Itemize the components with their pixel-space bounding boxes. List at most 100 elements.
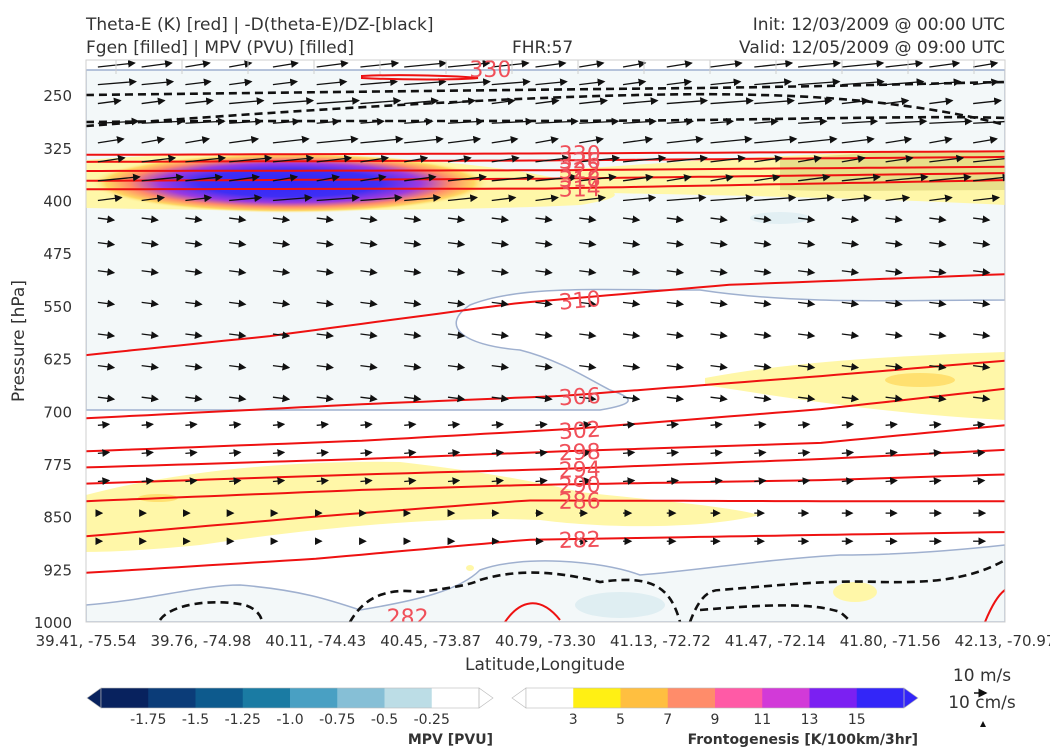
- wind-vector: [797, 362, 816, 371]
- wind-vector: [579, 477, 592, 485]
- wind-vector: [97, 194, 123, 203]
- theta-e-label: 330: [469, 58, 511, 83]
- wind-vector: [447, 78, 491, 86]
- wind-vector: [447, 155, 472, 163]
- wind-vector: [841, 97, 870, 106]
- wind-vector: [710, 174, 734, 182]
- x-tick-label: 39.76, -74.98: [150, 632, 251, 650]
- colorbar-segment: [573, 688, 621, 708]
- ref-vector-vertical-label: 10 cm/s: [948, 693, 1016, 713]
- wind-vector: [272, 477, 286, 485]
- colorbar-tick-label: -1.25: [225, 712, 261, 728]
- wind-vector: [447, 421, 461, 429]
- colorbar-segment: [526, 688, 574, 708]
- wind-vector: [666, 331, 685, 340]
- wind-vector: [272, 194, 313, 202]
- wind-vector: [272, 97, 315, 105]
- wind-vector: [973, 331, 991, 340]
- wind-vector: [929, 268, 947, 276]
- wind-vector: [841, 477, 855, 485]
- wind-vector: [272, 362, 291, 371]
- wind-vector: [798, 78, 841, 86]
- wind-vector: [447, 173, 487, 182]
- wind-vector: [185, 117, 226, 126]
- wind-vector: [710, 268, 728, 276]
- wind-vector: [885, 60, 924, 68]
- wind-vector: [754, 117, 779, 126]
- wind-vector: [666, 299, 685, 308]
- wind-vector: [885, 194, 911, 203]
- colorbar-tick-label: -0.5: [371, 712, 398, 728]
- wind-vector: [185, 215, 203, 224]
- wind-vector: [754, 194, 797, 202]
- wind-vector: [404, 299, 422, 308]
- wind-vector: [885, 117, 928, 126]
- wind-vector: [404, 421, 417, 429]
- x-tick-label: 41.47, -72.14: [725, 632, 826, 650]
- wind-vector: [316, 174, 341, 182]
- wind-vector: [622, 394, 641, 403]
- wind-vector: [97, 78, 137, 86]
- theta-e-label: 314: [559, 177, 601, 203]
- wind-vector: [797, 239, 816, 248]
- wind-vector: [973, 239, 991, 248]
- wind-vector: [798, 135, 838, 144]
- colorbar-outline: [100, 687, 480, 709]
- wind-vector: [622, 421, 636, 429]
- wind-vector: [141, 136, 166, 144]
- wind-vector: [710, 362, 728, 371]
- wind-vector: [841, 449, 855, 457]
- theta-e-label: 282: [387, 606, 429, 631]
- wind-vector: [666, 135, 704, 144]
- wind-vector: [622, 331, 641, 340]
- colorbar-tick-label: -1.75: [130, 712, 166, 728]
- wind-vector: [885, 299, 903, 308]
- wind-vector: [491, 173, 535, 182]
- wind-vector: [622, 239, 641, 248]
- wind-vector: [841, 60, 885, 68]
- wind-vector: [535, 239, 553, 248]
- wind-vector: [798, 97, 833, 106]
- wind-vector: [229, 449, 242, 457]
- wind-vector: [622, 135, 654, 144]
- wind-vector: [841, 78, 885, 86]
- wind-vector: [797, 215, 816, 224]
- wind-vector: [404, 394, 422, 403]
- wind-vector: [535, 362, 553, 371]
- wind-vector: [535, 78, 568, 87]
- wind-vector: [973, 120, 1005, 124]
- wind-vector: [491, 215, 510, 224]
- wind-vector: [229, 477, 242, 485]
- wind-vector: [97, 117, 140, 126]
- wind-vector: [535, 268, 553, 276]
- wind-vector: [185, 78, 212, 87]
- colorbar-segment: [242, 688, 291, 708]
- wind-vector: [973, 362, 991, 371]
- wind-vector: [360, 78, 398, 87]
- wind-vector: [447, 268, 466, 276]
- colorbar-title: MPV [PVU]: [408, 732, 493, 748]
- wind-vector: [360, 449, 373, 457]
- wind-vector: [885, 154, 914, 163]
- wind-vector: [316, 362, 334, 371]
- wind-vector: [97, 215, 116, 224]
- wind-vector: [622, 194, 657, 202]
- x-tick-label: 39.41, -75.54: [36, 632, 137, 650]
- wind-vector: [141, 194, 166, 203]
- wind-vector: [754, 331, 772, 340]
- wind-vector: [841, 215, 860, 224]
- wind-vector: [185, 268, 203, 276]
- wind-vector: [185, 477, 198, 485]
- wind-vector: [185, 421, 198, 429]
- wind-vector: [360, 268, 378, 276]
- wind-vector: [929, 239, 947, 248]
- colorbar-segment: [384, 688, 433, 708]
- wind-vector: [579, 331, 597, 340]
- wind-vector: [447, 299, 466, 308]
- wind-vector: [666, 117, 695, 126]
- wind-vector: [754, 78, 793, 87]
- wind-vector: [404, 215, 422, 224]
- y-axis: 250 325 400 475 550 625 700 775 850 925 1000: [34, 87, 72, 632]
- wind-vector: [579, 362, 597, 371]
